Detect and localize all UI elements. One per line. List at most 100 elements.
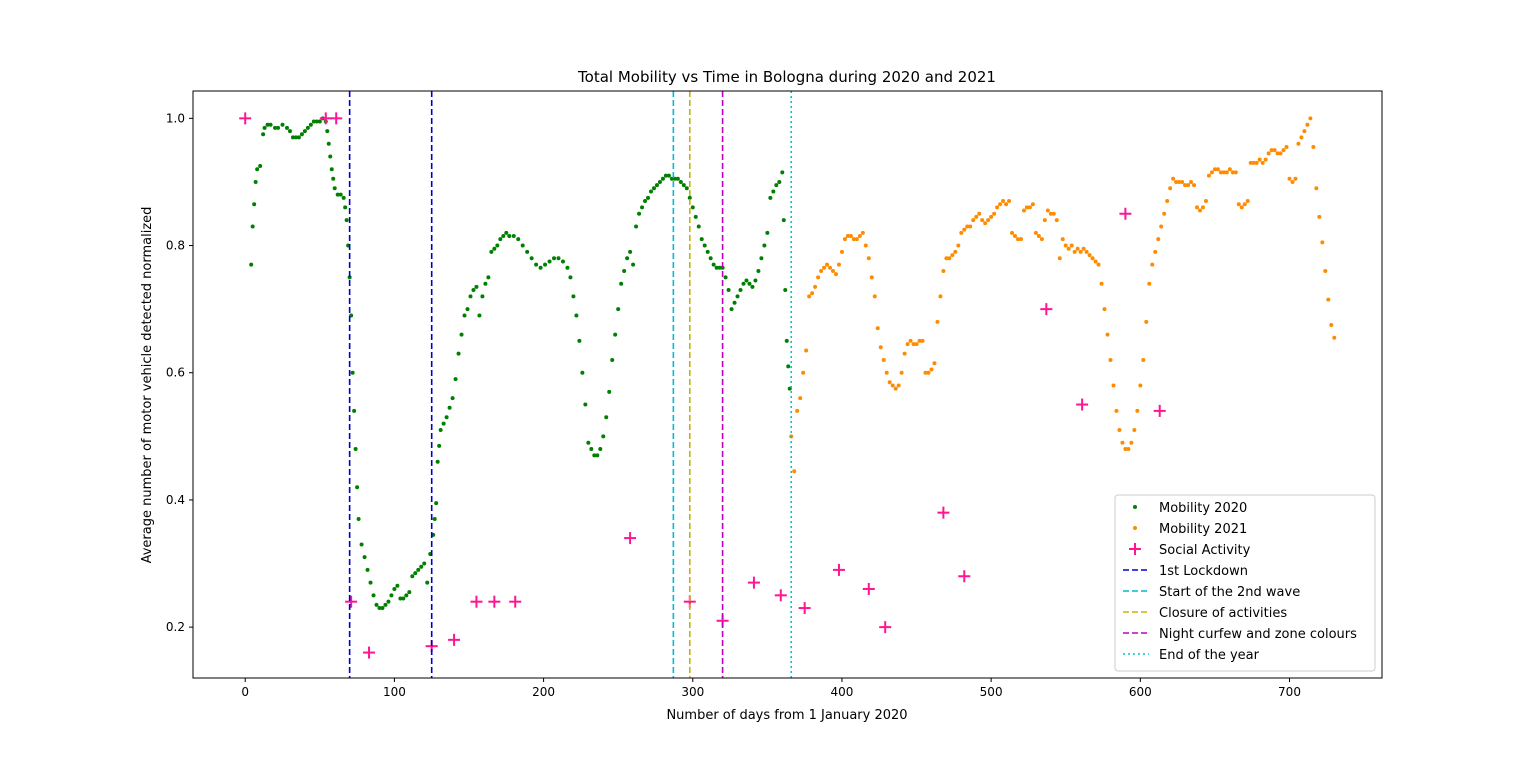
mobility-2020-point: [571, 294, 576, 299]
plot-frame: [192, 90, 1383, 679]
mobility-2020-point: [631, 262, 636, 267]
social-activity-point: [832, 563, 845, 576]
mobility-2021-point: [792, 469, 797, 474]
mobility-2020-point: [693, 214, 698, 219]
mobility-2021-point: [825, 262, 830, 267]
y-tick-label: 0.4: [166, 493, 185, 507]
mobility-2021-point: [926, 370, 931, 375]
mobility-2021-point: [1293, 176, 1298, 181]
mobility-2020-point: [293, 135, 298, 140]
mobility-2020-point: [610, 358, 615, 363]
mobility-2020-point: [577, 338, 582, 343]
mobility-2021-point: [920, 338, 925, 343]
mobility-2020-point: [314, 119, 319, 124]
mobility-2020-point: [741, 281, 746, 286]
mobility-2020-point: [604, 415, 609, 420]
mobility-2021-point: [828, 265, 833, 270]
mobility-2020-point: [640, 205, 645, 210]
mobility-2021-point: [819, 268, 824, 273]
mobility-2021-point: [831, 268, 836, 273]
mobility-2020-point: [780, 170, 785, 175]
mobility-2020-point: [326, 141, 331, 146]
mobility-2020-point: [657, 179, 662, 184]
x-tick-label: 300: [681, 685, 704, 699]
mobility-2021-point: [1203, 199, 1208, 204]
mobility-2020-point: [552, 256, 557, 261]
social-activity-point: [345, 595, 358, 608]
mobility-2020-point: [607, 389, 612, 394]
mobility-2020-point: [534, 262, 539, 267]
legend-item: Night curfew and zone colours: [1123, 627, 1357, 642]
mobility-2021-point: [1230, 170, 1235, 175]
mobility-2021-point: [1132, 427, 1137, 432]
mobility-2020-point: [422, 561, 427, 566]
mobility-2021-point: [875, 326, 880, 331]
mobility-2020-point: [305, 125, 310, 130]
mobility-2020-point: [438, 427, 443, 432]
mobility-2021-point: [1332, 335, 1337, 340]
mobility-2020-point: [380, 606, 385, 611]
mobility-2020-point: [474, 284, 479, 289]
social-activity-point: [509, 595, 522, 608]
mobility-2020-point: [341, 195, 346, 200]
social-activity-point: [239, 112, 252, 125]
mobility-2020-point: [774, 183, 779, 188]
mobility-2020-point: [265, 122, 270, 127]
mobility-2021-point: [1320, 240, 1325, 245]
mobility-2021-point: [1269, 148, 1274, 153]
mobility-2020-point: [708, 256, 713, 261]
mobility-2020-point: [643, 199, 648, 204]
mobility-2021-point: [854, 237, 859, 242]
mobility-2020-point: [407, 590, 412, 595]
series-0: [249, 116, 792, 611]
mobility-2020-point: [353, 447, 358, 452]
mobility-2021-point: [1150, 262, 1155, 267]
mobility-2021-point: [1299, 135, 1304, 140]
mobility-2021-point: [1296, 141, 1301, 146]
mobility-2020-point: [401, 596, 406, 601]
mobility-2021-point: [1013, 234, 1018, 239]
mobility-2021-point: [953, 249, 958, 254]
mobility-2021-point: [1141, 358, 1146, 363]
mobility-2020-point: [654, 183, 659, 188]
legend-item: Closure of activities: [1123, 606, 1287, 621]
mobility-2020-point: [258, 164, 263, 169]
mobility-2021-point: [1090, 256, 1095, 261]
mobility-2020-point: [729, 307, 734, 312]
mobility-2021-point: [1168, 186, 1173, 191]
mobility-2020-point: [586, 440, 591, 445]
mobility-2020-point: [328, 154, 333, 159]
mobility-2020-point: [284, 125, 289, 130]
mobility-2021-point: [1027, 205, 1032, 210]
mobility-2021-point: [962, 227, 967, 232]
mobility-2021-point: [956, 243, 961, 248]
mobility-2021-point: [1209, 170, 1214, 175]
mobility-2021-point: [1039, 237, 1044, 242]
mobility-2020-point: [696, 224, 701, 229]
mobility-2020-point: [666, 173, 671, 178]
mobility-2021-point: [908, 338, 913, 343]
mobility-2020-point: [637, 211, 642, 216]
mobility-2021-point: [1010, 230, 1015, 235]
mobility-2021-point: [857, 234, 862, 239]
mobility-2021-point: [1108, 358, 1113, 363]
mobility-2021-point: [1215, 167, 1220, 172]
mobility-2020-point: [702, 243, 707, 248]
mobility-2021-point: [1227, 167, 1232, 172]
mobility-2020-point: [738, 288, 743, 293]
mobility-2020-point: [459, 332, 464, 337]
x-tick-label: 200: [532, 685, 555, 699]
mobility-2021-point: [944, 256, 949, 261]
mobility-2021-point: [1248, 160, 1253, 165]
mobility-2020-point: [450, 396, 455, 401]
mobility-2021-point: [1144, 319, 1149, 324]
mobility-2021-point: [935, 319, 940, 324]
mobility-2021-point: [1036, 234, 1041, 239]
mobility-2020-point: [634, 224, 639, 229]
mobility-2021-point: [807, 294, 812, 299]
mobility-2021-point: [1042, 218, 1047, 223]
mobility-2020-point: [501, 234, 506, 239]
mobility-2021-point: [804, 348, 809, 353]
mobility-2020-point: [589, 447, 594, 452]
mobility-2021-point: [1275, 151, 1280, 156]
